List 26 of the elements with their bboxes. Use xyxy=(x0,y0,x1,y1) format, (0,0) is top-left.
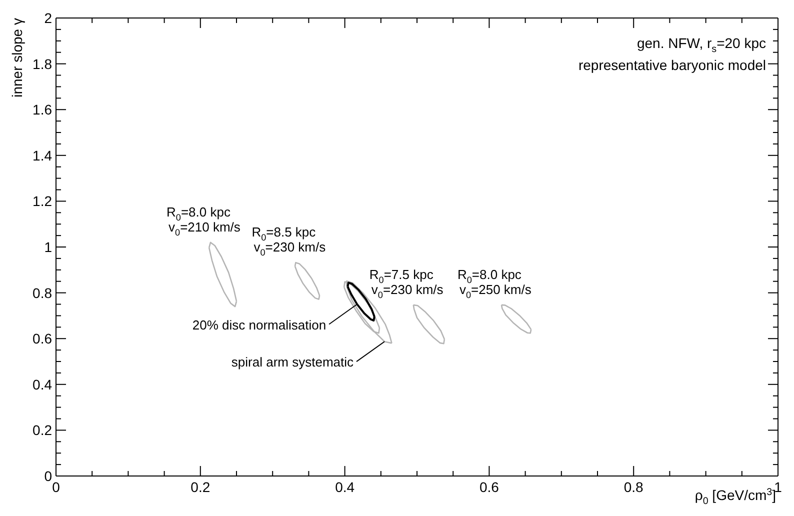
series-label: R$_{0}$=8.5 kpc v$_{0}$=230 km/s xyxy=(252,224,326,258)
series-label: R$_{0}$=8.0 kpc v$_{0}$=250 km/s xyxy=(457,266,532,300)
y-axis-title: inner slope γ xyxy=(9,18,25,98)
y-tick-label: 0 xyxy=(44,468,52,484)
y-tick-label: 0.6 xyxy=(32,330,52,347)
x-tick-label: 0.8 xyxy=(624,479,644,495)
y-tick-label: 0.8 xyxy=(32,284,52,301)
x-axis-title: ρ$_{0}$ [GeV/cm$^{3}$] xyxy=(694,487,776,507)
y-tick-label: 0.2 xyxy=(32,422,52,438)
y-tick-label: 2 xyxy=(44,10,52,26)
x-tick-label: 0.6 xyxy=(479,479,500,495)
series-label: R$_{0}$=8.0 kpc v$_{0}$=210 km/s xyxy=(166,204,241,238)
y-tick-label: 1.6 xyxy=(32,102,52,118)
x-tick-label: 0.2 xyxy=(190,479,210,495)
x-tick-label: 1 xyxy=(774,479,782,495)
y-tick-label: 1.8 xyxy=(32,56,52,72)
y-tick-label: 1.4 xyxy=(32,147,52,164)
annotation: gen. NFW, r$_{s}$=20 kpc xyxy=(636,35,766,55)
series-label: R$_{0}$=7.5 kpc v$_{0}$=230 km/s xyxy=(369,266,444,300)
annotation: spiral arm systematic xyxy=(231,354,354,370)
annotation: representative baryonic model xyxy=(578,57,766,73)
annotation: 20% disc normalisation xyxy=(192,317,326,332)
y-tick-label: 1 xyxy=(44,239,52,255)
y-tick-label: 0.4 xyxy=(32,376,52,392)
x-tick-label: 0.4 xyxy=(335,479,355,495)
y-tick-label: 1.2 xyxy=(32,193,52,210)
